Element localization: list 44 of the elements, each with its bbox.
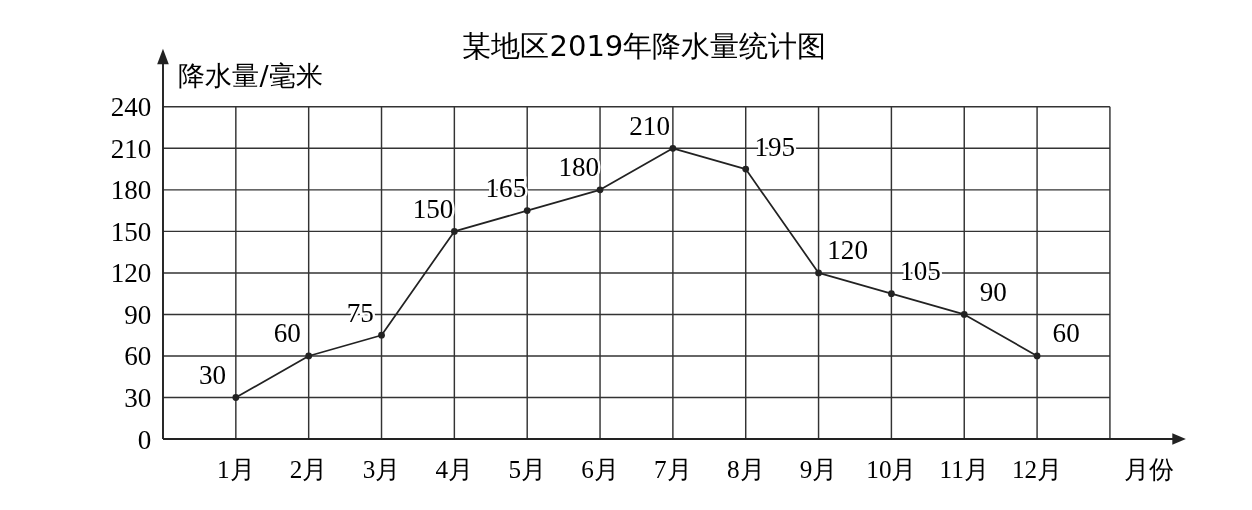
y-tick-label: 210: [110, 133, 152, 164]
x-tick-label: 8月: [726, 455, 765, 483]
y-tick-label: 180: [110, 175, 152, 206]
x-axis-title: 月份: [1123, 454, 1174, 484]
point: [523, 207, 531, 215]
point: [450, 228, 458, 235]
x-tick-label: 2月: [289, 455, 328, 483]
point: [305, 352, 313, 360]
point: [888, 290, 895, 298]
y-tick-label: 0: [137, 424, 152, 455]
point: [669, 144, 677, 152]
x-tick-label: 1月: [217, 455, 255, 483]
point: [378, 331, 385, 339]
data-label: 90: [979, 276, 1007, 307]
data-label: 210: [629, 110, 670, 141]
x-tick-label: 12月: [1012, 455, 1063, 483]
data-label: 180: [558, 152, 600, 183]
y-tick-label: 120: [110, 258, 152, 289]
point: [596, 186, 604, 194]
point: [742, 165, 750, 173]
point: [960, 311, 968, 318]
data-label: 120: [827, 235, 868, 266]
x-tick-label: 4月: [435, 455, 474, 483]
data-label: 150: [412, 193, 454, 224]
point: [1033, 352, 1041, 360]
x-tick-label: 3月: [362, 455, 401, 483]
y-tick-label: 150: [110, 216, 152, 247]
x-tick-label: 5月: [508, 455, 546, 483]
x-tick-label: 10月: [866, 455, 917, 483]
chart-title: 某地区2019年降水量统计图: [462, 29, 827, 64]
y-axis-title: 降水量/毫米: [178, 60, 323, 92]
data-label: 60: [273, 318, 301, 349]
x-tick-label: 7月: [654, 455, 692, 483]
y-tick-label: 30: [124, 383, 152, 413]
y-tick-label: 240: [110, 92, 152, 123]
x-tick-label: 9月: [799, 455, 838, 483]
data-label: 60: [1052, 318, 1080, 349]
y-tick-label: 90: [124, 299, 152, 330]
x-tick-label: 11月: [939, 455, 989, 483]
point: [815, 269, 822, 277]
point: [232, 394, 240, 401]
y-tick-label: 60: [124, 341, 152, 372]
x-tick-label: 6月: [581, 455, 619, 483]
data-label: 30: [199, 359, 227, 390]
